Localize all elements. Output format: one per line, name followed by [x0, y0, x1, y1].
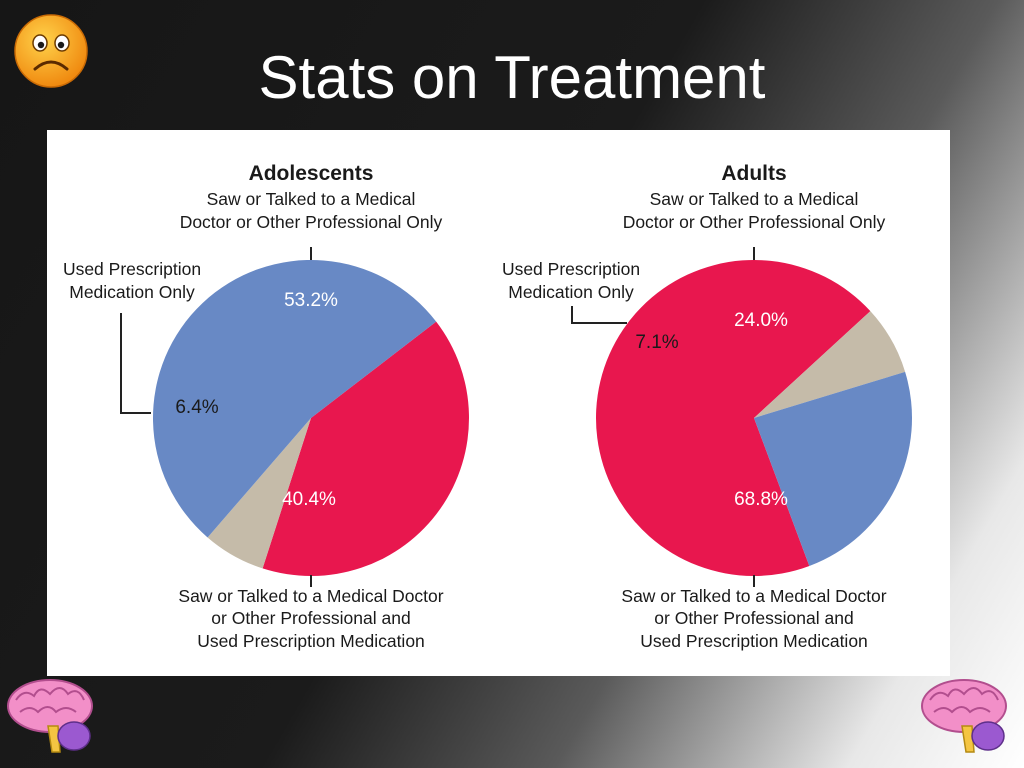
chart-title: Adolescents — [249, 162, 374, 185]
value-label: 6.4% — [175, 397, 218, 418]
category-label: Saw or Talked to a Medical Doctor — [178, 586, 443, 606]
category-label: Medication Only — [508, 282, 634, 302]
value-label: 7.1% — [635, 332, 678, 353]
value-label: 24.0% — [734, 310, 788, 331]
category-label: Doctor or Other Professional Only — [623, 212, 886, 232]
slice-professional-and-medication — [262, 321, 469, 576]
category-label: or Other Professional and — [211, 608, 410, 628]
slice-medication-only — [207, 418, 311, 569]
leader-line — [120, 313, 151, 414]
slice-professional-only — [754, 371, 913, 566]
slide-title: Stats on Treatment — [258, 44, 766, 111]
category-label: Saw or Talked to a Medical Doctor — [621, 586, 886, 606]
category-label: Doctor or Other Professional Only — [180, 212, 443, 232]
category-label: Medication Only — [69, 282, 195, 302]
chart-title: Adults — [721, 162, 786, 185]
value-label: 68.8% — [734, 489, 788, 510]
category-label: Used Prescription — [63, 259, 201, 279]
pie-charts: Adolescents 53.2% 40.4% 6.4% Saw or Talked t… — [63, 162, 913, 651]
slice-professional-only — [152, 259, 437, 538]
leader-line — [571, 306, 627, 324]
slice-medication-only — [754, 311, 906, 418]
category-label: Used Prescription — [502, 259, 640, 279]
brain-icon — [7, 679, 93, 753]
slice-professional-and-medication — [596, 259, 871, 576]
value-label: 53.2% — [284, 290, 338, 311]
value-label: 40.4% — [282, 489, 336, 510]
category-label: Used Prescription Medication — [197, 631, 425, 651]
category-label: Saw or Talked to a Medical — [650, 189, 859, 209]
chart-panel: Adolescents 53.2% 40.4% 6.4% Saw or Talked t… — [47, 130, 950, 676]
brain-icon — [921, 679, 1007, 753]
category-label: Saw or Talked to a Medical — [207, 189, 416, 209]
category-label: Used Prescription Medication — [640, 631, 868, 651]
sad-face-icon — [14, 14, 88, 88]
category-label: or Other Professional and — [654, 608, 853, 628]
